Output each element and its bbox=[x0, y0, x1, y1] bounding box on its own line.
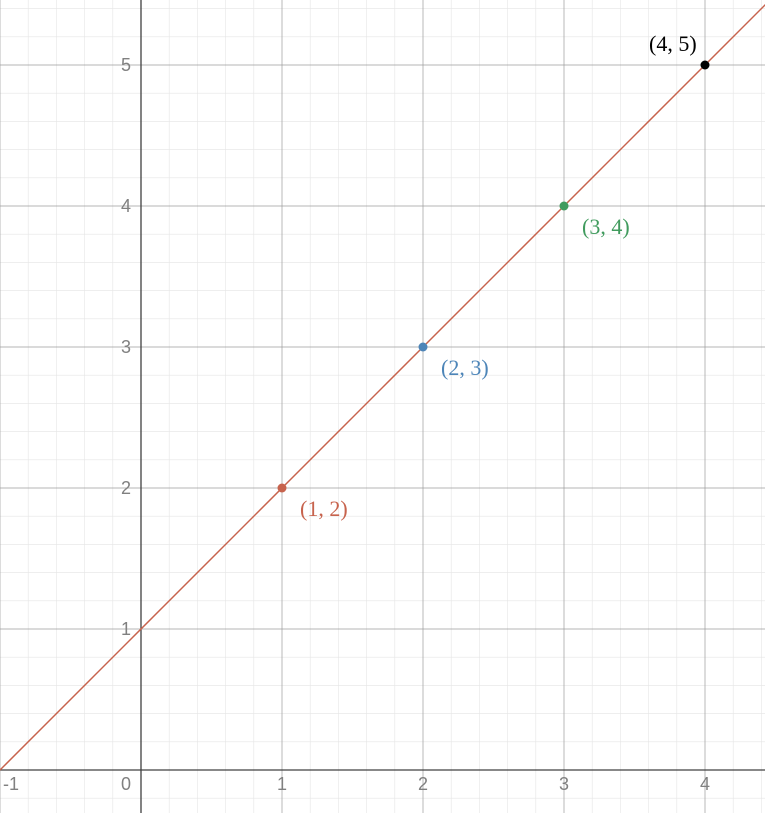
coordinate-plane-chart: -1 0 1 2 3 4 1 2 3 4 5 (1, 2) (2, 3) (3, 4) (4, 5) bbox=[0, 0, 765, 813]
x-tick-label: 1 bbox=[277, 774, 287, 794]
point-label: (1, 2) bbox=[300, 496, 348, 521]
x-tick-label: 0 bbox=[121, 774, 131, 794]
y-tick-label: 1 bbox=[121, 619, 131, 639]
y-tick-label: 2 bbox=[121, 478, 131, 498]
point-label: (2, 3) bbox=[441, 355, 489, 380]
x-tick-label: 2 bbox=[418, 774, 428, 794]
y-tick-label: 4 bbox=[121, 196, 131, 216]
y-tick-label: 3 bbox=[121, 337, 131, 357]
data-point bbox=[701, 61, 710, 70]
data-point bbox=[278, 484, 287, 493]
x-tick-label: -1 bbox=[3, 774, 19, 794]
x-tick-label: 4 bbox=[700, 774, 710, 794]
chart-svg: -1 0 1 2 3 4 1 2 3 4 5 (1, 2) (2, 3) (3, 4) (4, 5) bbox=[0, 0, 765, 813]
data-point bbox=[419, 343, 428, 352]
point-label: (4, 5) bbox=[649, 31, 697, 56]
point-label: (3, 4) bbox=[582, 214, 630, 239]
data-point bbox=[560, 202, 569, 211]
x-tick-label: 3 bbox=[559, 774, 569, 794]
y-tick-label: 5 bbox=[121, 55, 131, 75]
